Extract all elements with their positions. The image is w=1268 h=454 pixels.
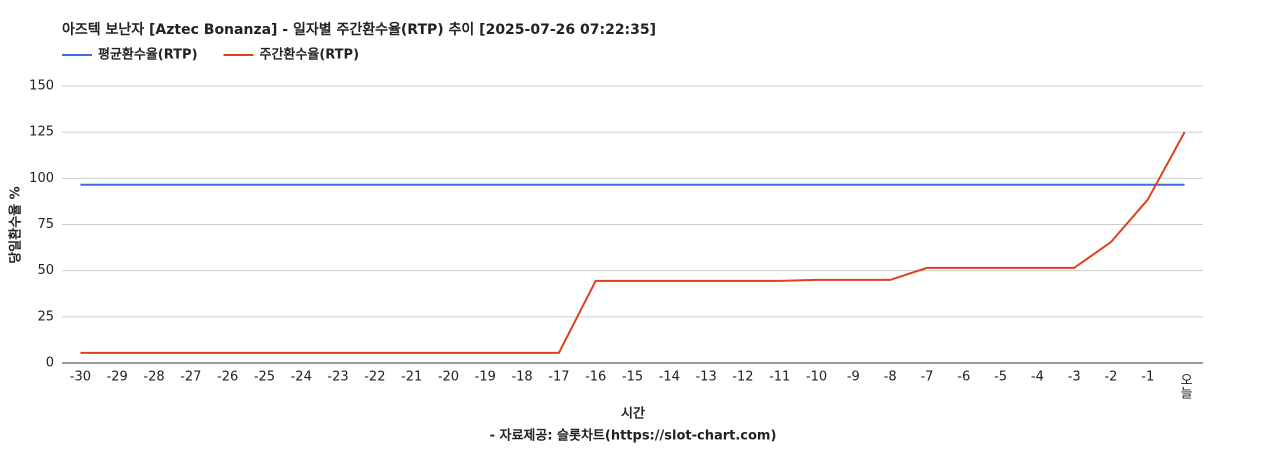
y-tick-label: 150: [29, 79, 54, 94]
y-tick-label: 0: [46, 356, 54, 371]
y-tick-label: 125: [29, 125, 54, 140]
chart-title: 아즈텍 보난자 [Aztec Bonanza] - 일자별 주간환수율(RTP)…: [62, 21, 656, 38]
x-tick-label: -18: [511, 370, 532, 385]
x-tick-label: -12: [732, 370, 753, 385]
series-line: [80, 131, 1186, 354]
legend-label: 평균환수율(RTP): [98, 47, 198, 63]
x-tick-label: -30: [70, 370, 91, 385]
x-tick-label: -2: [1104, 370, 1117, 385]
x-tick-label: -29: [107, 370, 128, 385]
x-tick-label: -4: [1031, 370, 1044, 385]
x-tick-label: -28: [143, 370, 164, 385]
x-tick-label: -17: [548, 370, 569, 385]
y-axis-label: 당일환수율 %: [8, 186, 24, 263]
x-tick-label: -23: [327, 370, 348, 385]
y-tick-label: 50: [37, 263, 54, 278]
x-tick-label: -27: [180, 370, 201, 385]
x-tick-label: -21: [401, 370, 422, 385]
x-tick-label: -25: [254, 370, 275, 385]
x-tick-label: -16: [585, 370, 606, 385]
x-tick-label: -24: [291, 370, 312, 385]
source-note: - 자료제공: 슬롯차트(https://slot-chart.com): [490, 428, 777, 444]
x-tick-label: -9: [847, 370, 860, 385]
y-tick-label: 75: [37, 217, 54, 232]
y-tick-label: 100: [29, 171, 54, 186]
legend-label: 주간환수율(RTP): [260, 47, 360, 63]
x-tick-label: -3: [1068, 370, 1081, 385]
x-tick-label: -22: [364, 370, 385, 385]
x-tick-label: -6: [957, 370, 970, 385]
x-tick-label: -19: [475, 370, 496, 385]
x-tick-label: -7: [920, 370, 933, 385]
x-tick-label: -15: [622, 370, 643, 385]
x-tick-label: -26: [217, 370, 238, 385]
x-tick-label: -1: [1141, 370, 1154, 385]
x-tick-label: -5: [994, 370, 1007, 385]
x-tick-label: -20: [438, 370, 459, 385]
y-tick-label: 25: [37, 309, 54, 324]
x-tick-label: -8: [884, 370, 897, 385]
x-tick-label: -10: [806, 370, 827, 385]
x-tick-label: -14: [659, 370, 680, 385]
x-tick-label: 오늘: [1177, 373, 1192, 399]
x-tick-label: -13: [695, 370, 716, 385]
x-axis-label: 시간: [621, 406, 645, 422]
x-tick-label: -11: [769, 370, 790, 385]
